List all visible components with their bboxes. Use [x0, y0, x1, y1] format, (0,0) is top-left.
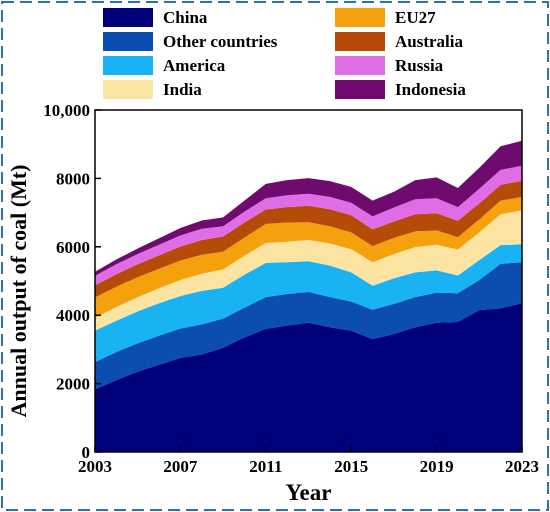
area-china [95, 303, 522, 452]
plot-border [94, 109, 523, 453]
legend-swatch-russia [335, 56, 385, 75]
legend-swatch-india [103, 80, 153, 99]
legend-label-india: India [163, 80, 202, 99]
y-axis-title: Annual output of coal (Mt) [6, 164, 31, 417]
x-tick-label: 2007 [163, 457, 198, 476]
x-axis-title: Year [286, 480, 332, 505]
y-tick-label: 8000 [56, 169, 90, 188]
area-america [95, 244, 522, 363]
legend-swatch-china [103, 8, 153, 27]
legend-label-china: China [163, 8, 208, 27]
y-axis-ticks: 0 2000 4000 6000 8000 10,000 [43, 101, 101, 462]
x-tick-label: 2019 [420, 457, 454, 476]
y-tick-label: 0 [82, 443, 91, 462]
y-tick-label: 2000 [56, 375, 90, 394]
x-axis-ticks: 2003 2007 2011 2015 2019 2023 [78, 446, 539, 476]
legend-label-russia: Russia [395, 56, 444, 75]
legend-label-indonesia: Indonesia [395, 80, 466, 99]
x-tick-label: 2015 [334, 457, 368, 476]
y-tick-label: 6000 [56, 238, 90, 257]
x-tick-label: 2023 [505, 457, 539, 476]
legend-swatch-indonesia [335, 80, 385, 99]
legend-swatch-other-countries [103, 32, 153, 51]
plot-area: 0 2000 4000 6000 8000 10,000 2003 2007 2011 2015… [43, 101, 539, 476]
y-tick-label: 4000 [56, 306, 90, 325]
y-tick-label: 10,000 [43, 101, 90, 120]
legend-swatch-eu27 [335, 8, 385, 27]
area-layers [95, 140, 522, 452]
legend: China EU27 Other countries Australia America… [103, 8, 466, 99]
area-india [95, 210, 522, 331]
x-tick-label: 2011 [249, 457, 282, 476]
x-tick-label: 2003 [78, 457, 112, 476]
legend-label-america: America [163, 56, 226, 75]
legend-label-other-countries: Other countries [163, 32, 278, 51]
legend-swatch-america [103, 56, 153, 75]
legend-label-eu27: EU27 [395, 8, 436, 27]
legend-label-australia: Australia [395, 32, 464, 51]
legend-swatch-australia [335, 32, 385, 51]
